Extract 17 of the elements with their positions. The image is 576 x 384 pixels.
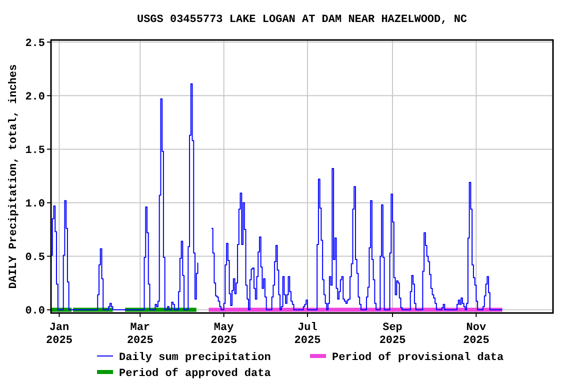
legend-label: Period of approved data xyxy=(119,366,272,380)
x-tick-label: Jan 2025 xyxy=(46,322,73,347)
y-tick-label: 1.5 xyxy=(25,145,46,158)
x-tick-label: May 2025 xyxy=(210,322,238,347)
chart-title: USGS 03455773 LAKE LOGAN AT DAM NEAR HAZELWOOD, NC xyxy=(136,14,468,26)
y-tick-label: 2.5 xyxy=(25,38,46,50)
y-tick-label: 0.5 xyxy=(25,252,46,264)
x-tick-label: Mar 2025 xyxy=(126,322,154,347)
y-tick-label: 1.0 xyxy=(25,198,45,211)
y-tick-label: 0.0 xyxy=(25,306,45,318)
legend-label: Period of provisional data xyxy=(332,350,504,364)
legend-label: Daily sum precipitation xyxy=(119,352,271,364)
x-tick-label: Nov 2025 xyxy=(462,322,490,347)
x-tick-label: Sep 2025 xyxy=(379,322,406,347)
y-tick-label: 2.0 xyxy=(25,92,45,104)
y-axis-title: DAILY Precipitation, total, inches xyxy=(8,64,20,289)
x-tick-label: Jul 2025 xyxy=(294,322,322,347)
